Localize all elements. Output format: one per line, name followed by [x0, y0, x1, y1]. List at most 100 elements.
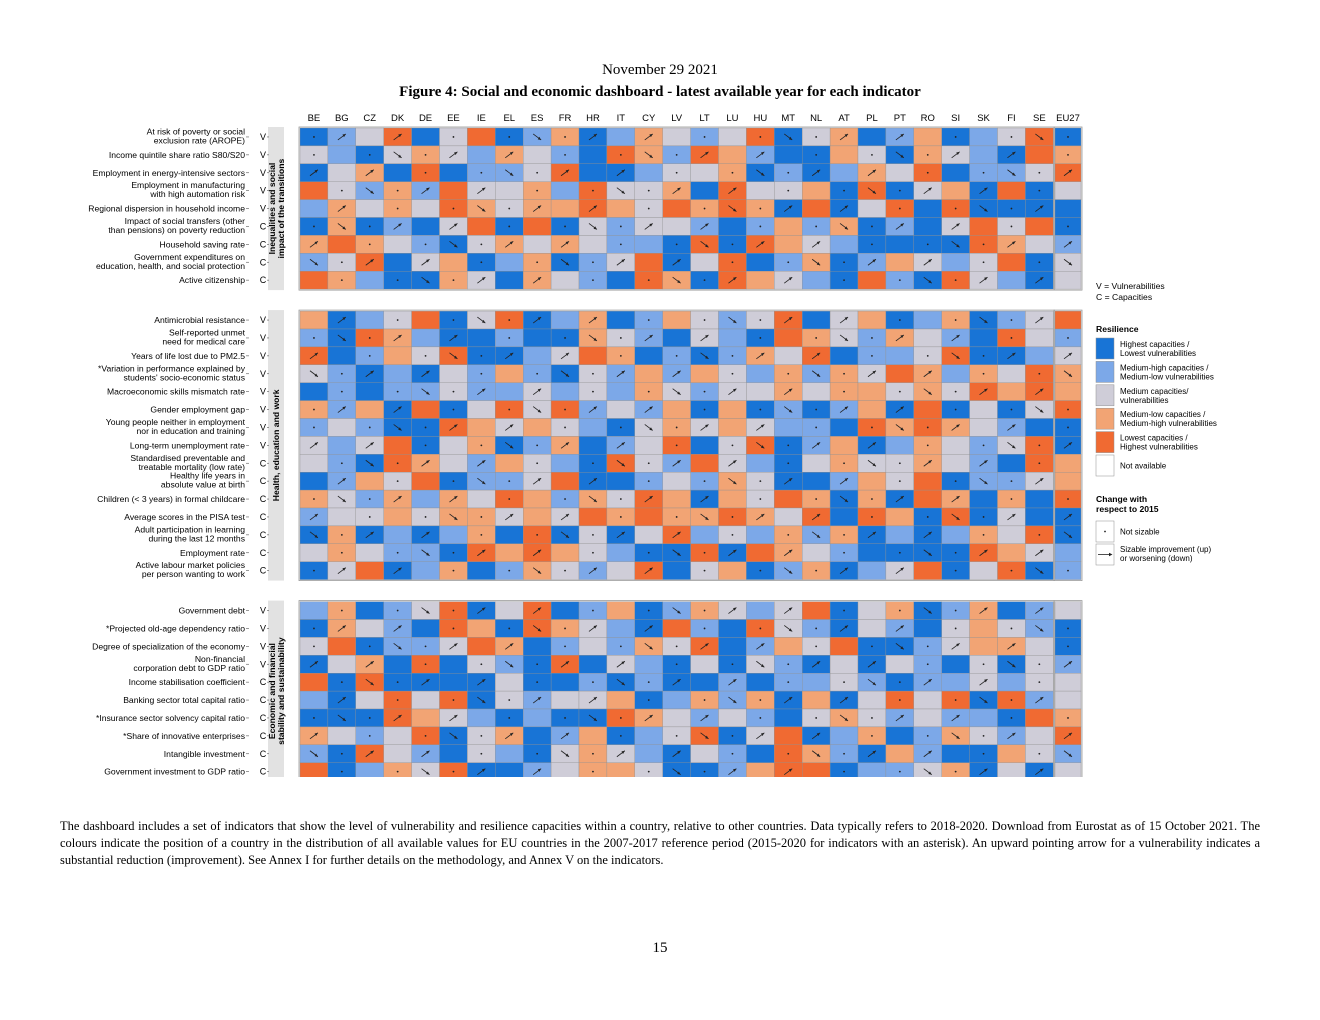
- change-not-sizable: [815, 153, 818, 156]
- change-not-sizable: [508, 627, 511, 630]
- cell-nl: [802, 199, 831, 218]
- arrow-head: [593, 498, 597, 503]
- cell-se: [1025, 217, 1054, 236]
- indicator-type: C: [260, 494, 267, 504]
- arrow-head: [314, 732, 318, 737]
- cell-ee: [439, 436, 468, 455]
- change-not-sizable: [1010, 717, 1013, 719]
- change-not-sizable: [396, 551, 399, 554]
- change-not-sizable: [340, 681, 343, 684]
- cell-eu27: [1054, 382, 1082, 401]
- indicator-type: C: [260, 275, 267, 285]
- cell-pt: [885, 436, 914, 455]
- cell-bg: [327, 762, 356, 777]
- change-not-sizable: [452, 207, 455, 210]
- cell-lv: [662, 619, 691, 638]
- indicator-row: Antimicrobial resistance V: [154, 310, 1082, 330]
- cell-lv: [662, 127, 691, 147]
- arrow-head: [426, 750, 430, 754]
- change-not-sizable: [313, 426, 315, 429]
- arrow-head: [872, 442, 876, 446]
- change-not-sizable: [759, 408, 762, 411]
- cell-dk: [383, 364, 412, 383]
- indicator-type: C: [260, 749, 267, 759]
- cell-fr: [550, 199, 580, 218]
- arrow-head: [537, 549, 542, 553]
- cell-ee: [439, 744, 468, 763]
- change-not-sizable: [1010, 498, 1013, 500]
- tick-label-top-mt: MT: [781, 113, 795, 124]
- arrow-head: [481, 679, 486, 683]
- indicator-row: Self-reported unmet need for medical care…: [162, 327, 1082, 348]
- indicator-row: Gender employment gap V: [150, 400, 1082, 419]
- cell-eu27: [1054, 673, 1082, 692]
- cell-cz: [355, 619, 384, 638]
- cell-hu: [746, 525, 775, 544]
- cell-lv: [662, 708, 691, 728]
- arrow-head: [788, 277, 793, 281]
- cell-fr: [550, 472, 580, 491]
- arrow-head: [342, 133, 346, 138]
- cell-el: [495, 601, 524, 620]
- arrow-head: [928, 259, 932, 263]
- cell-it: [606, 543, 635, 562]
- change-not-sizable: [564, 153, 566, 156]
- change-not-sizable: [508, 207, 511, 210]
- cell-eu27: [1054, 199, 1082, 218]
- cell-es: [523, 145, 552, 164]
- change-not-sizable: [424, 663, 427, 666]
- cell-ro: [913, 400, 942, 419]
- cell-hr: [578, 655, 608, 674]
- arrow-head: [872, 169, 876, 173]
- indicator-row: *Projected old-age dependency ratio V: [106, 619, 1082, 638]
- cell-lt: [690, 673, 719, 692]
- arrow-head: [454, 244, 458, 248]
- indicator-label: Impact of social transfers (other than pe…: [108, 216, 245, 235]
- arrow-head: [621, 442, 625, 446]
- cell-ro: [913, 489, 942, 509]
- cell-eu27: [1054, 181, 1082, 200]
- cell-se: [1025, 346, 1054, 365]
- change-not-sizable: [368, 354, 371, 357]
- indicator-row: Employment rate C: [180, 543, 1082, 562]
- indicator-row: Average scores in the PISA test C: [124, 507, 1082, 527]
- cell-it: [606, 690, 635, 710]
- arrow-head: [760, 643, 765, 647]
- cell-mt: [774, 346, 803, 365]
- change-not-sizable: [452, 390, 455, 393]
- cell-hu: [746, 601, 775, 620]
- change-not-sizable: [480, 261, 483, 264]
- arrow-head: [426, 552, 430, 556]
- page-number: 15: [652, 940, 668, 956]
- change-not-sizable: [536, 681, 539, 684]
- cell-pt: [885, 235, 914, 254]
- arrow-head: [649, 133, 653, 138]
- change-not-sizable: [954, 207, 957, 210]
- change-not-sizable: [675, 516, 678, 518]
- indicator-label: Self-reported unmet need for medical care: [162, 327, 245, 346]
- arrow-head: [900, 646, 904, 650]
- arrow-head: [621, 259, 625, 263]
- arrow-head: [984, 208, 988, 212]
- arrow-head: [816, 732, 821, 737]
- cell-at: [829, 346, 859, 365]
- cell-lu: [718, 561, 747, 580]
- arrow-head: [872, 750, 876, 754]
- cell-es: [523, 328, 552, 348]
- cell-el: [495, 181, 524, 200]
- change-not-sizable: [424, 243, 427, 246]
- cell-at: [829, 762, 859, 777]
- arrow-head: [649, 567, 653, 571]
- arrow-head: [872, 463, 876, 467]
- arrow-head: [426, 279, 430, 284]
- cell-dk: [383, 762, 412, 777]
- arrow-head: [1012, 643, 1016, 647]
- change-not-sizable: [647, 699, 650, 701]
- cell-hu: [746, 382, 775, 401]
- change-not-sizable: [313, 153, 315, 156]
- change-not-sizable: [1038, 189, 1041, 192]
- change-not-sizable: [871, 645, 873, 648]
- eu27-frame: [1053, 600, 1083, 777]
- change-not-sizable: [619, 516, 622, 518]
- indicator-type: C: [260, 458, 267, 468]
